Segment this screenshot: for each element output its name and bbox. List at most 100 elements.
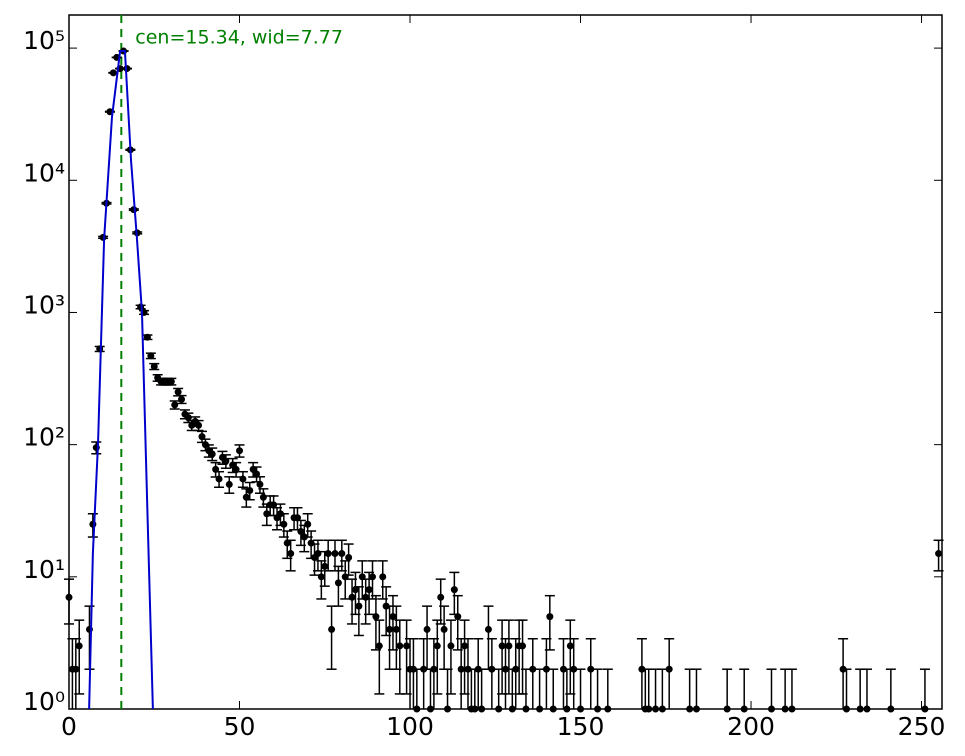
data-point — [665, 665, 673, 673]
data-point — [246, 486, 254, 494]
data-point — [375, 642, 383, 650]
data-point — [935, 550, 943, 558]
data-point — [658, 705, 666, 713]
data-point — [150, 363, 158, 371]
plot-frame — [68, 14, 943, 710]
data-point — [413, 705, 421, 713]
data-point — [692, 705, 700, 713]
x-tick-label: 150 — [557, 712, 605, 741]
x-tick-label: 250 — [898, 712, 946, 741]
data-point — [529, 665, 537, 673]
data-point — [447, 642, 455, 650]
data-point — [253, 470, 261, 478]
data-point — [379, 573, 387, 581]
data-point — [484, 625, 492, 633]
data-point — [403, 642, 411, 650]
data-point — [338, 550, 346, 558]
data-point — [604, 705, 612, 713]
data-point — [372, 613, 380, 621]
data-point — [324, 550, 332, 558]
data-point — [887, 705, 895, 713]
y-tick-label: 10³ — [23, 290, 65, 319]
data-point — [317, 573, 325, 581]
data-point — [536, 705, 544, 713]
data-point — [549, 705, 557, 713]
data-point — [392, 625, 400, 633]
data-point — [345, 554, 353, 562]
data-point — [505, 642, 513, 650]
data-point — [433, 642, 441, 650]
data-point — [563, 705, 571, 713]
y-tick-label: 10⁴ — [23, 158, 65, 187]
x-tick-label: 200 — [727, 712, 775, 741]
data-point — [355, 602, 363, 610]
data-point — [321, 562, 329, 570]
data-point — [502, 665, 509, 673]
data-point — [430, 665, 438, 673]
data-point — [478, 705, 486, 713]
data-point — [365, 586, 373, 594]
data-point — [174, 388, 182, 396]
data-point — [293, 514, 301, 522]
x-tick-label: 50 — [224, 712, 256, 741]
data-point — [208, 450, 216, 458]
data-point — [498, 642, 506, 650]
data-point — [232, 465, 240, 473]
data-point — [369, 573, 377, 581]
data-point — [594, 705, 602, 713]
data-point — [767, 705, 775, 713]
data-point — [167, 378, 175, 386]
y-tick-label: 10¹ — [23, 555, 65, 584]
data-point — [440, 625, 448, 633]
data-point — [522, 705, 530, 713]
data-point — [444, 705, 452, 713]
data-point — [921, 705, 929, 713]
data-point — [519, 642, 527, 650]
data-point — [259, 493, 267, 501]
data-point — [256, 480, 264, 488]
data-point — [437, 593, 445, 601]
data-point — [280, 520, 288, 528]
data-point — [426, 705, 434, 713]
data-point — [512, 665, 520, 673]
data-point — [577, 705, 585, 713]
data-point — [566, 642, 574, 650]
data-point — [781, 705, 789, 713]
data-point — [788, 705, 796, 713]
data-point — [386, 625, 394, 633]
data-point — [471, 705, 479, 713]
data-point — [362, 593, 370, 601]
data-point — [542, 665, 550, 673]
data-point — [495, 705, 503, 713]
data-point — [863, 705, 871, 713]
data-point — [587, 665, 595, 673]
fit-line — [88, 50, 154, 710]
data-point — [65, 593, 73, 601]
data-point — [184, 414, 192, 422]
data-point — [546, 613, 554, 621]
data-point — [348, 593, 356, 601]
data-point — [109, 69, 117, 77]
data-point — [283, 539, 291, 547]
data-point — [171, 401, 179, 409]
data-point — [570, 665, 578, 673]
data-point — [225, 480, 233, 488]
data-point — [178, 395, 186, 403]
data-point — [195, 421, 203, 429]
data-point — [297, 528, 305, 536]
data-point — [645, 705, 653, 713]
data-point — [856, 705, 864, 713]
data-point — [423, 625, 431, 633]
data-point — [740, 705, 748, 713]
x-tick-label: 100 — [386, 712, 434, 741]
data-point — [96, 345, 104, 353]
data-point — [461, 642, 469, 650]
data-point — [239, 475, 247, 483]
data-point — [147, 352, 155, 360]
data-point — [843, 705, 851, 713]
x-tick-label: 0 — [61, 712, 77, 741]
data-point — [287, 550, 295, 558]
data-point — [304, 520, 312, 528]
data-point — [457, 665, 465, 673]
